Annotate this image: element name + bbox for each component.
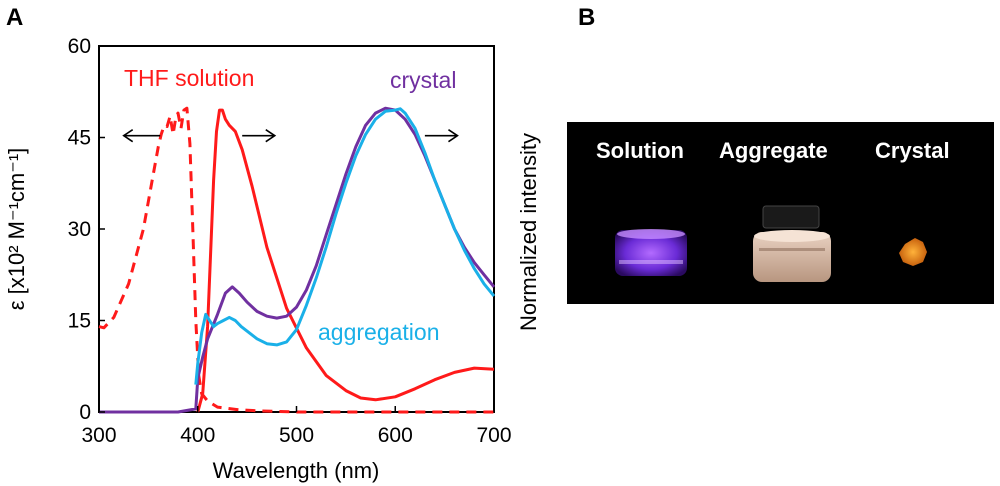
absorption-emission-chart: 300 400 500 600 700 0 15 30 45 60 Wavelength (nm)… (4, 35, 541, 483)
x-tick-label: 700 (476, 424, 511, 447)
photo-label-solution: Solution (596, 138, 684, 163)
aggregate-vial (753, 205, 831, 282)
arrow-to-right-axis-solution (242, 129, 277, 143)
series-layer (98, 106, 496, 414)
vial-photo: Solution Aggregate Crystal (567, 122, 994, 304)
arrow-to-left-axis (122, 129, 161, 143)
panel-label-a: A (6, 4, 24, 31)
x-tick-label: 500 (279, 424, 314, 447)
plot-area (98, 45, 495, 413)
photo-label-aggregate: Aggregate (719, 138, 828, 163)
x-tick-label: 600 (378, 424, 413, 447)
annotation-crystal: crystal (390, 67, 456, 93)
annotation-aggregation: aggregation (318, 319, 440, 345)
x-tick-label: 400 (180, 424, 215, 447)
arrow-to-right-axis-crystal (424, 129, 459, 143)
y-tick-label: 60 (68, 35, 91, 58)
solution-vial (615, 229, 687, 276)
crystal-sample (899, 238, 927, 266)
tick-layer: 300 400 500 600 700 0 15 30 45 60 (68, 35, 512, 447)
series-line-thf-solution-dashed (98, 106, 494, 414)
photo-label-crystal: Crystal (875, 138, 950, 163)
x-tick-label: 300 (81, 424, 116, 447)
y-tick-label: 45 (68, 127, 91, 150)
arrow-layer (122, 129, 459, 143)
annotation-thf-solution: THF solution (124, 65, 254, 91)
y-tick-label: 15 (68, 310, 91, 333)
y-tick-label: 30 (68, 218, 91, 241)
series-line-aggregation-solid (194, 107, 496, 385)
vial-images (615, 205, 927, 282)
x-axis-label: Wavelength (nm) (213, 458, 380, 483)
y-axis-label-left: ε [x10² M⁻¹cm⁻¹] (4, 148, 29, 311)
series-line-thf-solution-solid (196, 108, 495, 413)
y-tick-label: 0 (79, 401, 91, 424)
y-axis-label-right: Normalized intensity (516, 133, 541, 331)
panel-label-b: B (578, 4, 596, 31)
